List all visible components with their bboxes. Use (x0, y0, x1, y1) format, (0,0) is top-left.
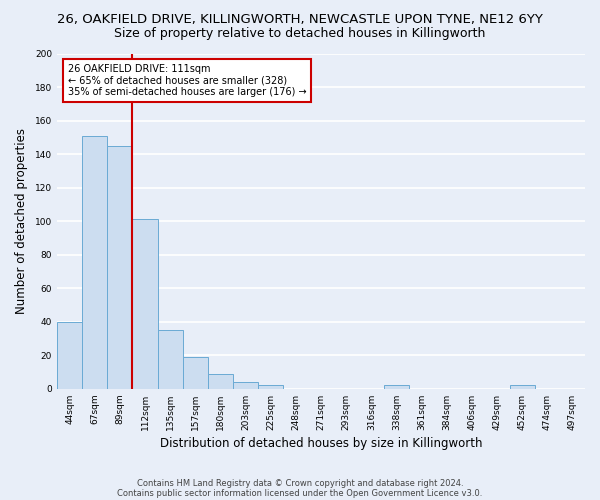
Text: 26 OAKFIELD DRIVE: 111sqm
← 65% of detached houses are smaller (328)
35% of semi: 26 OAKFIELD DRIVE: 111sqm ← 65% of detac… (68, 64, 306, 97)
Bar (233, 382, 258, 389)
Bar (133, 220, 158, 389)
Bar (183, 357, 208, 389)
Text: Size of property relative to detached houses in Killingworth: Size of property relative to detached ho… (115, 28, 485, 40)
X-axis label: Distribution of detached houses by size in Killingworth: Distribution of detached houses by size … (160, 437, 482, 450)
Bar (509, 386, 535, 389)
Text: Contains public sector information licensed under the Open Government Licence v3: Contains public sector information licen… (118, 489, 482, 498)
Bar (57, 322, 82, 389)
Bar (208, 374, 233, 389)
Text: Contains HM Land Registry data © Crown copyright and database right 2024.: Contains HM Land Registry data © Crown c… (137, 479, 463, 488)
Bar (258, 386, 283, 389)
Bar (158, 330, 183, 389)
Bar (107, 146, 133, 389)
Y-axis label: Number of detached properties: Number of detached properties (15, 128, 28, 314)
Text: 26, OAKFIELD DRIVE, KILLINGWORTH, NEWCASTLE UPON TYNE, NE12 6YY: 26, OAKFIELD DRIVE, KILLINGWORTH, NEWCAS… (57, 12, 543, 26)
Bar (384, 386, 409, 389)
Bar (82, 136, 107, 389)
